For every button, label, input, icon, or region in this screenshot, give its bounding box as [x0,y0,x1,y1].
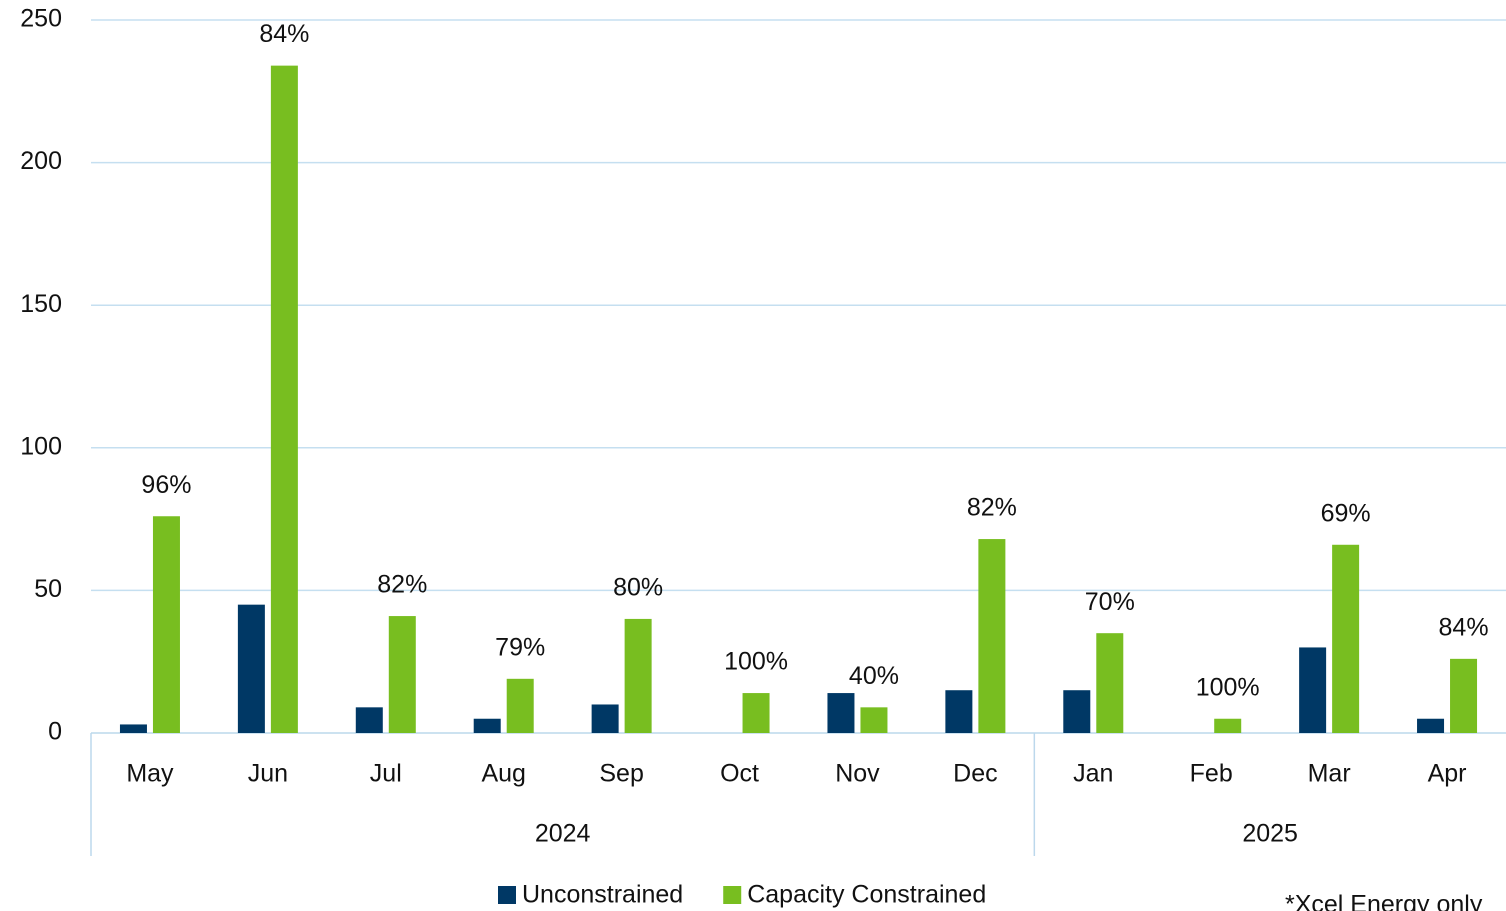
bar-annotation: 96% [141,471,191,499]
x-tick-label: Jul [370,760,402,788]
bar [1063,690,1091,733]
y-tick-label: 50 [34,575,62,603]
bar [355,707,383,733]
bar [237,604,265,733]
bar [1417,718,1445,733]
x-tick-label: Apr [1428,760,1467,788]
legend-swatch [498,886,516,904]
group-label: 2024 [535,820,591,848]
bar-annotation: 82% [967,494,1017,522]
bar [473,718,501,733]
x-tick-label: Dec [953,760,997,788]
legend-swatch [723,886,742,904]
bar [591,704,619,733]
group-label: 2025 [1242,820,1298,848]
y-tick-label: 0 [48,718,62,746]
bar-annotation: 84% [259,20,309,48]
bar-annotation: 79% [495,633,545,661]
x-tick-label: Jun [248,760,288,788]
bar [978,539,1006,733]
bar [1096,633,1124,733]
x-tick-label: Nov [835,760,880,788]
bar [1299,647,1327,733]
bar [388,616,416,733]
y-tick-label: 100 [20,432,62,460]
bar [119,724,147,733]
bar [945,690,973,733]
bar [270,65,298,733]
bar [827,693,855,733]
bar [742,693,770,733]
bar-annotation: 69% [1321,499,1371,527]
x-tick-label: Feb [1190,760,1233,788]
footnote: *Xcel Energy only [1285,891,1483,911]
bar-annotation: 100% [1196,673,1260,701]
x-tick-label: Mar [1308,760,1351,788]
bar-annotation: 40% [849,662,899,690]
legend-label: Unconstrained [522,881,683,909]
bar [860,707,888,733]
bar [1332,544,1360,733]
legend-label: Capacity Constrained [747,881,986,909]
bar-annotation: 100% [724,648,788,676]
x-tick-label: Oct [720,760,759,788]
x-tick-label: Sep [599,760,643,788]
bar [624,618,652,733]
bar-annotation: 80% [613,574,663,602]
y-tick-label: 150 [20,290,62,318]
bar [1450,658,1478,733]
bar-annotation: 70% [1085,588,1135,616]
bar-annotation: 84% [1439,613,1489,641]
bar [1214,718,1242,733]
x-tick-label: Aug [481,760,525,788]
x-tick-label: May [126,760,174,788]
y-tick-label: 250 [20,5,62,33]
bar-annotation: 82% [377,571,427,599]
bar [506,678,534,733]
y-tick-label: 200 [20,147,62,175]
bar [152,516,180,733]
x-tick-label: Jan [1073,760,1113,788]
